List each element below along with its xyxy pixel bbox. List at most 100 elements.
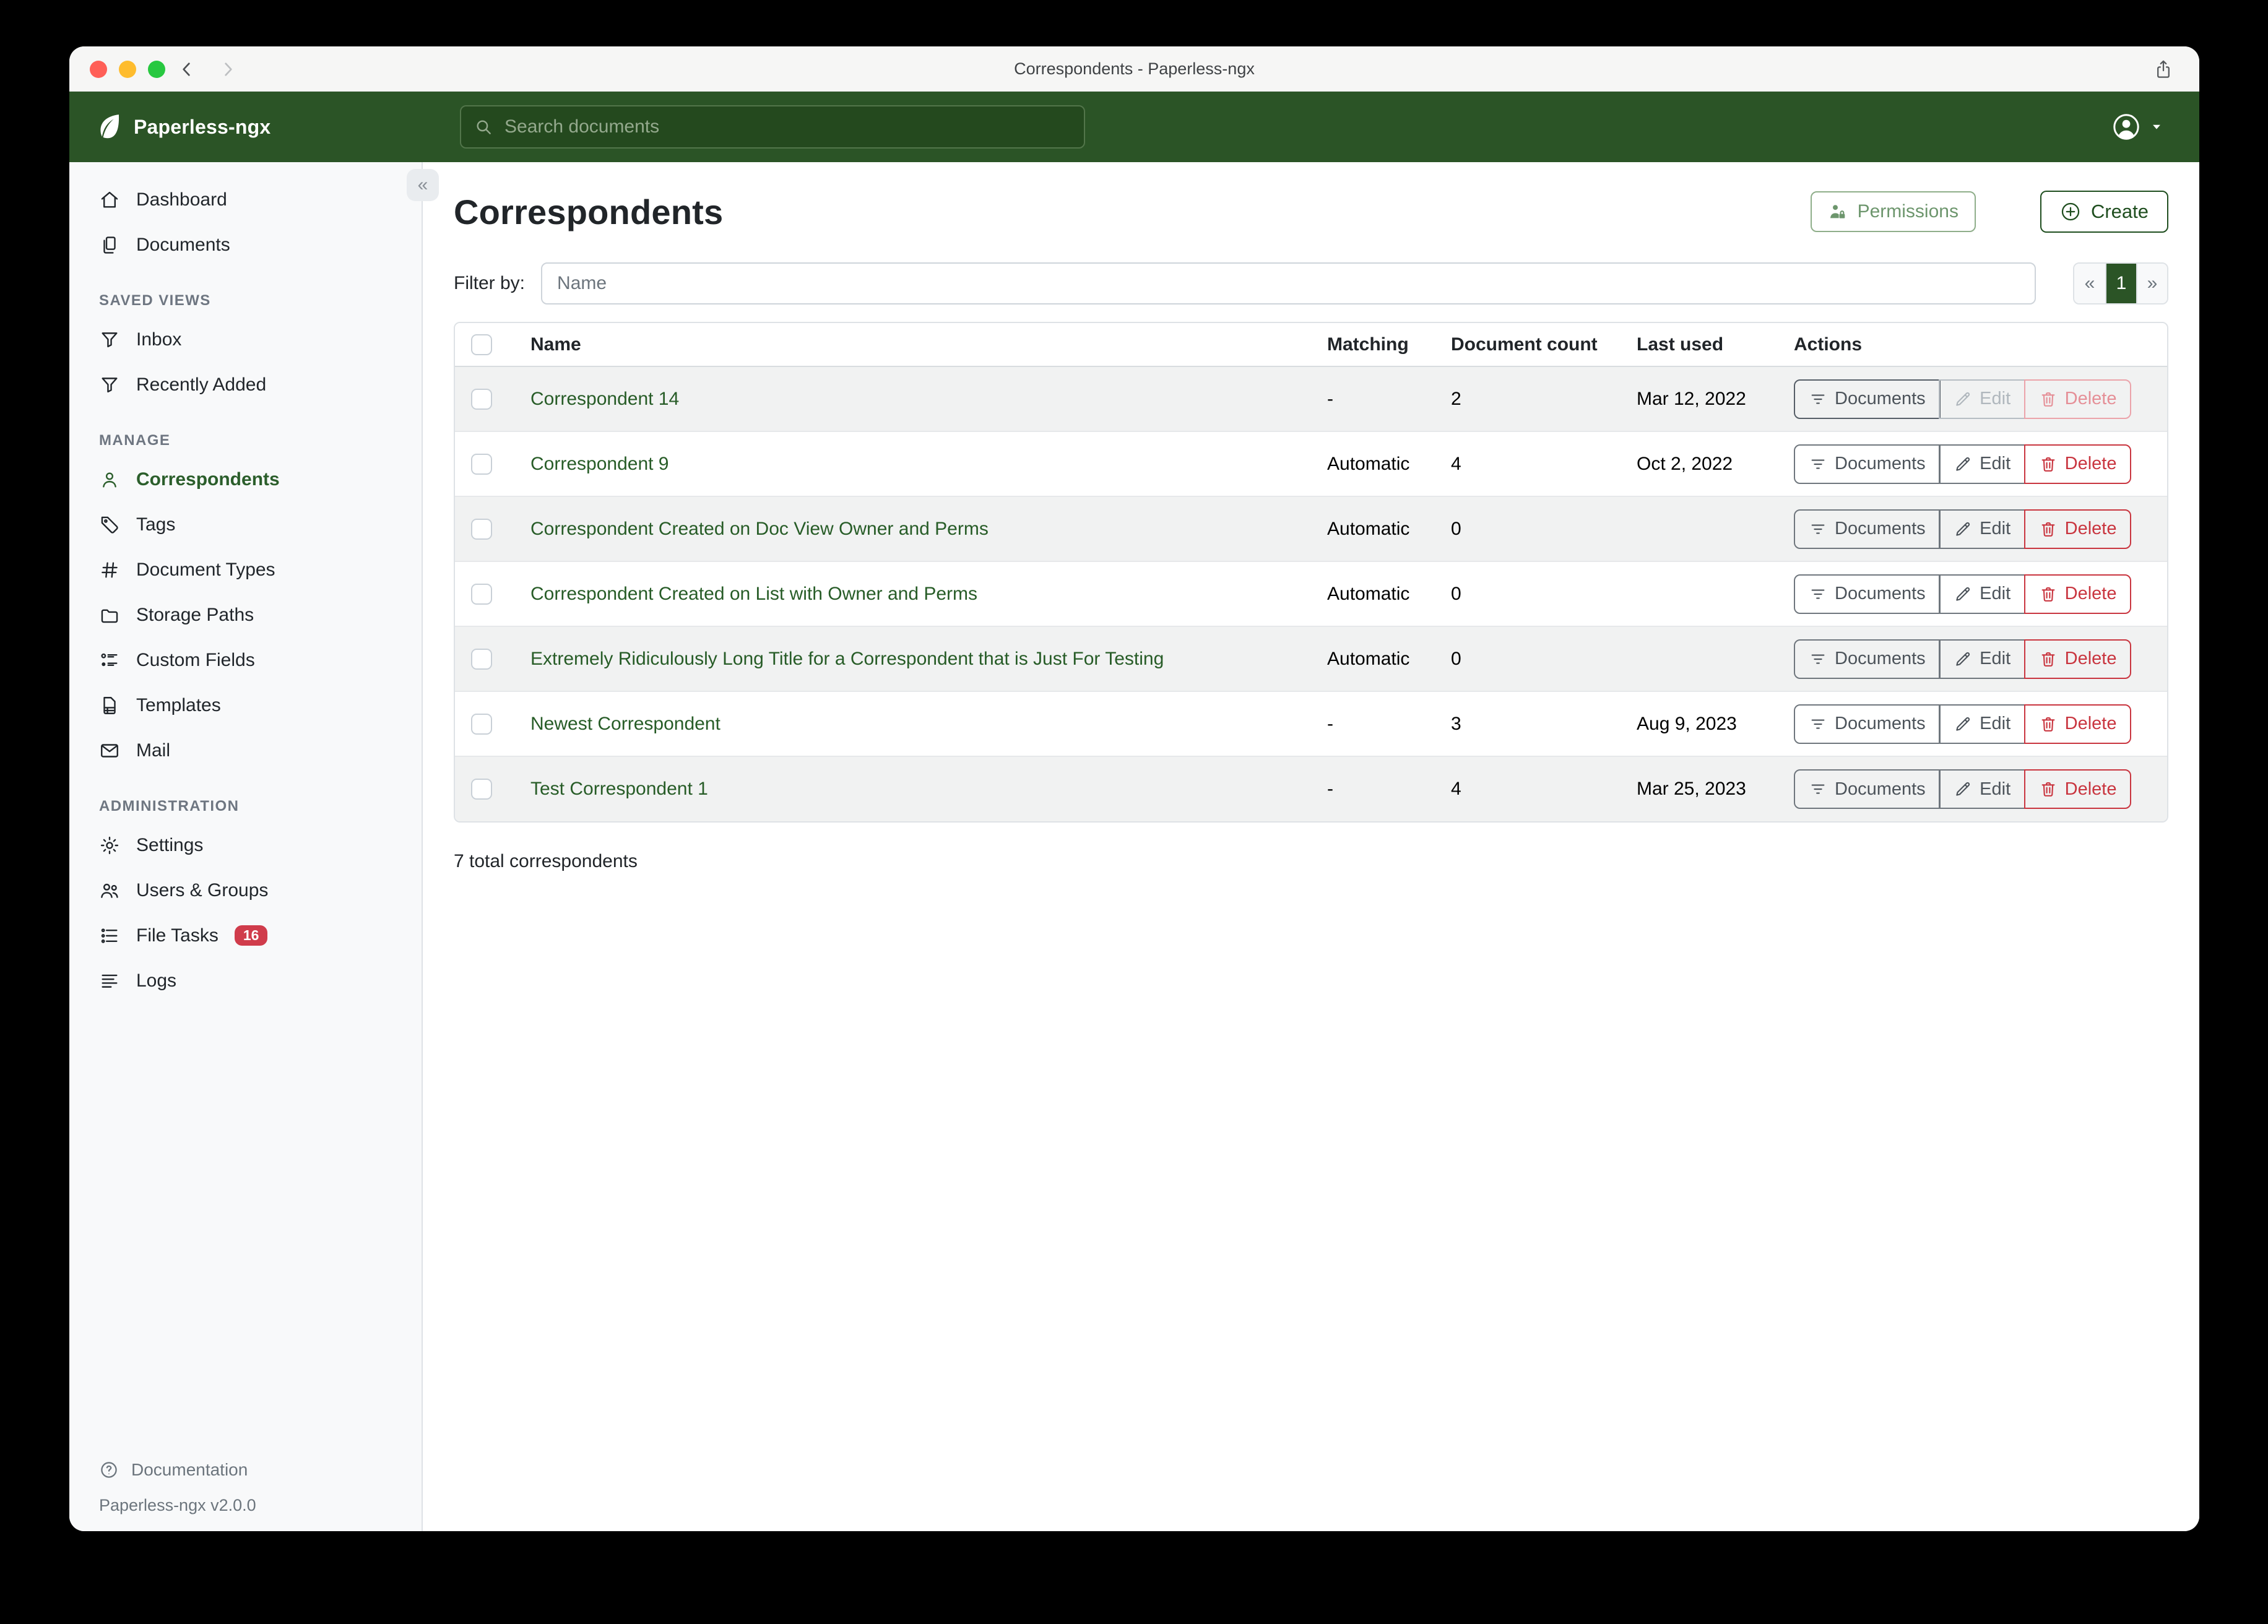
browser-forward-button[interactable] — [214, 46, 241, 92]
main-content: Correspondents Permissions Create Filter… — [423, 162, 2199, 1531]
correspondent-name-link[interactable]: Correspondent 14 — [530, 388, 680, 409]
correspondent-name-link[interactable]: Test Correspondent 1 — [530, 779, 708, 799]
edit-button[interactable]: Edit — [1939, 639, 2026, 679]
edit-button[interactable]: Edit — [1939, 574, 2026, 614]
sidebar-item-mail[interactable]: Mail — [69, 728, 422, 773]
matching-cell: Automatic — [1327, 453, 1410, 474]
trash-icon — [2039, 455, 2058, 473]
edit-button[interactable]: Edit — [1939, 379, 2026, 419]
edit-button-label: Edit — [1980, 779, 2011, 799]
sidebar-item-file-tasks[interactable]: File Tasks 16 — [69, 913, 422, 958]
delete-button[interactable]: Delete — [2023, 704, 2132, 744]
document-count-cell: 4 — [1451, 453, 1461, 474]
sidebar-item-documents[interactable]: Documents — [69, 222, 422, 267]
sidebar-item-tags[interactable]: Tags — [69, 502, 422, 547]
zoom-window-button[interactable] — [148, 60, 165, 78]
template-icon — [99, 695, 120, 716]
folder-icon — [99, 605, 120, 626]
documents-button[interactable]: Documents — [1794, 444, 1941, 484]
delete-button[interactable]: Delete — [2023, 379, 2132, 419]
column-header-document-count[interactable]: Document count — [1443, 323, 1629, 367]
column-header-actions: Actions — [1786, 323, 2167, 367]
app-header: Paperless-ngx — [69, 92, 2199, 162]
global-search[interactable] — [460, 105, 1085, 149]
sidebar-item-label: File Tasks — [136, 925, 219, 946]
edit-button-label: Edit — [1980, 519, 2011, 538]
page-title: Correspondents — [454, 192, 724, 231]
row-checkbox[interactable] — [471, 453, 492, 475]
delete-button[interactable]: Delete — [2023, 444, 2132, 484]
document-count-cell: 2 — [1451, 388, 1461, 409]
sidebar-item-inbox[interactable]: Inbox — [69, 317, 422, 362]
edit-button[interactable]: Edit — [1939, 509, 2026, 549]
pencil-icon — [1954, 780, 1972, 798]
permissions-button[interactable]: Permissions — [1810, 191, 1976, 232]
correspondent-name-link[interactable]: Correspondent 9 — [530, 453, 669, 474]
sidebar-item-custom-fields[interactable]: Custom Fields — [69, 637, 422, 683]
documents-button[interactable]: Documents — [1794, 509, 1941, 549]
table-row: Test Correspondent 1 - 4 Mar 25, 2023 Docume… — [455, 756, 2167, 821]
matching-cell: Automatic — [1327, 583, 1410, 604]
sidebar-item-users-groups[interactable]: Users & Groups — [69, 868, 422, 913]
table-row: Correspondent Created on List with Owner… — [455, 561, 2167, 626]
column-header-last-used[interactable]: Last used — [1629, 323, 1786, 367]
table-row: Correspondent 9 Automatic 4 Oct 2, 2022 Docu… — [455, 431, 2167, 496]
edit-button[interactable]: Edit — [1939, 444, 2026, 484]
envelope-icon — [99, 740, 120, 761]
delete-button[interactable]: Delete — [2023, 769, 2132, 809]
sidebar-item-dashboard[interactable]: Dashboard — [69, 177, 422, 222]
last-used-cell — [1629, 626, 1786, 691]
browser-back-button[interactable] — [173, 46, 201, 92]
sidebar-collapse-button[interactable]: « — [407, 169, 439, 201]
sidebar-item-storage-paths[interactable]: Storage Paths — [69, 592, 422, 637]
edit-button[interactable]: Edit — [1939, 704, 2026, 744]
correspondent-name-link[interactable]: Correspondent Created on Doc View Owner … — [530, 518, 989, 539]
documents-button-label: Documents — [1835, 454, 1926, 473]
user-menu[interactable] — [2111, 92, 2163, 162]
delete-button[interactable]: Delete — [2023, 639, 2132, 679]
row-checkbox[interactable] — [471, 648, 492, 670]
sidebar-item-documentation[interactable]: Documentation — [69, 1450, 422, 1490]
pagination-next-button[interactable]: » — [2136, 264, 2167, 303]
filter-lines-icon — [1809, 520, 1827, 538]
close-window-button[interactable] — [90, 60, 107, 78]
sidebar-item-correspondents[interactable]: Correspondents — [69, 457, 422, 502]
select-all-checkbox[interactable] — [471, 334, 492, 355]
row-checkbox[interactable] — [471, 583, 492, 605]
search-input[interactable] — [503, 116, 1071, 138]
row-checkbox[interactable] — [471, 779, 492, 800]
correspondent-name-link[interactable]: Newest Correspondent — [530, 713, 721, 734]
documents-button[interactable]: Documents — [1794, 639, 1941, 679]
sidebar-item-settings[interactable]: Settings — [69, 823, 422, 868]
filter-name-input[interactable] — [541, 262, 2036, 304]
sidebar-item-templates[interactable]: Templates — [69, 683, 422, 728]
documents-button[interactable]: Documents — [1794, 574, 1941, 614]
documents-button[interactable]: Documents — [1794, 379, 1941, 419]
row-checkbox[interactable] — [471, 713, 492, 735]
permissions-label: Permissions — [1857, 201, 1959, 222]
column-header-matching[interactable]: Matching — [1320, 323, 1443, 367]
row-checkbox[interactable] — [471, 518, 492, 540]
delete-button[interactable]: Delete — [2023, 574, 2132, 614]
correspondent-name-link[interactable]: Extremely Ridiculously Long Title for a … — [530, 648, 1164, 669]
delete-button[interactable]: Delete — [2023, 509, 2132, 549]
pagination-page-1[interactable]: 1 — [2105, 264, 2136, 303]
column-header-name[interactable]: Name — [523, 323, 1320, 367]
row-actions: Documents Edit Delete — [1794, 639, 2132, 679]
sidebar-item-recently-added[interactable]: Recently Added — [69, 362, 422, 407]
edit-button[interactable]: Edit — [1939, 769, 2026, 809]
row-checkbox[interactable] — [471, 388, 492, 410]
document-count-cell: 0 — [1451, 583, 1461, 604]
sidebar-item-document-types[interactable]: Document Types — [69, 547, 422, 592]
minimize-window-button[interactable] — [119, 60, 136, 78]
section-label-administration: ADMINISTRATION — [99, 798, 240, 814]
pagination-prev-button[interactable]: « — [2074, 264, 2105, 303]
correspondent-name-link[interactable]: Correspondent Created on List with Owner… — [530, 583, 978, 604]
pencil-icon — [1954, 585, 1972, 603]
documents-button[interactable]: Documents — [1794, 769, 1941, 809]
create-button[interactable]: Create — [2040, 191, 2168, 233]
share-button[interactable] — [2153, 46, 2173, 92]
sidebar-item-label: Dashboard — [136, 189, 227, 210]
sidebar-item-logs[interactable]: Logs — [69, 958, 422, 1003]
documents-button[interactable]: Documents — [1794, 704, 1941, 744]
